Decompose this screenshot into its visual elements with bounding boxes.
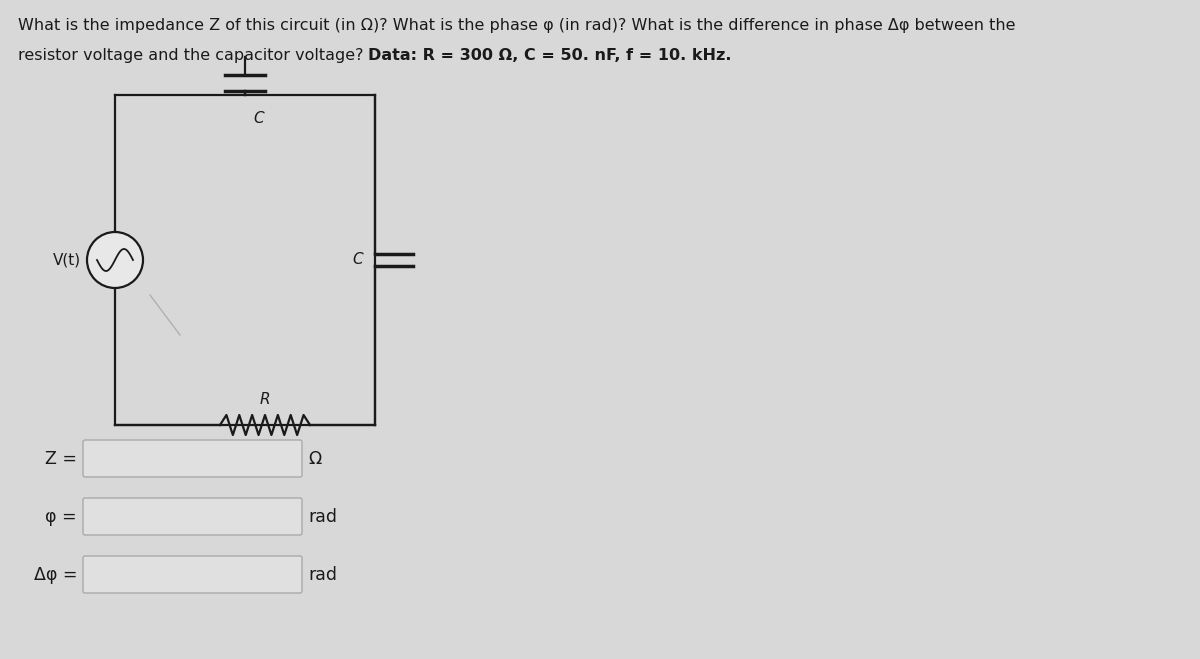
Text: V(t): V(t) <box>53 252 82 268</box>
Text: Data: R = 300 Ω, C = 50. nF, f = 10. kHz.: Data: R = 300 Ω, C = 50. nF, f = 10. kHz… <box>368 48 732 63</box>
Text: C: C <box>353 252 364 268</box>
Text: Ω: Ω <box>308 449 322 467</box>
Text: R: R <box>259 392 270 407</box>
Text: rad: rad <box>308 565 337 583</box>
Text: Δφ =: Δφ = <box>34 565 77 583</box>
Text: Z =: Z = <box>46 449 77 467</box>
Text: What is the impedance Z of this circuit (in Ω)? What is the phase φ (in rad)? Wh: What is the impedance Z of this circuit … <box>18 18 1015 33</box>
Circle shape <box>88 232 143 288</box>
Text: φ =: φ = <box>46 507 77 525</box>
Text: C: C <box>253 111 264 126</box>
Text: rad: rad <box>308 507 337 525</box>
FancyBboxPatch shape <box>83 556 302 593</box>
Text: resistor voltage and the capacitor voltage?: resistor voltage and the capacitor volta… <box>18 48 368 63</box>
FancyBboxPatch shape <box>83 440 302 477</box>
FancyBboxPatch shape <box>83 498 302 535</box>
